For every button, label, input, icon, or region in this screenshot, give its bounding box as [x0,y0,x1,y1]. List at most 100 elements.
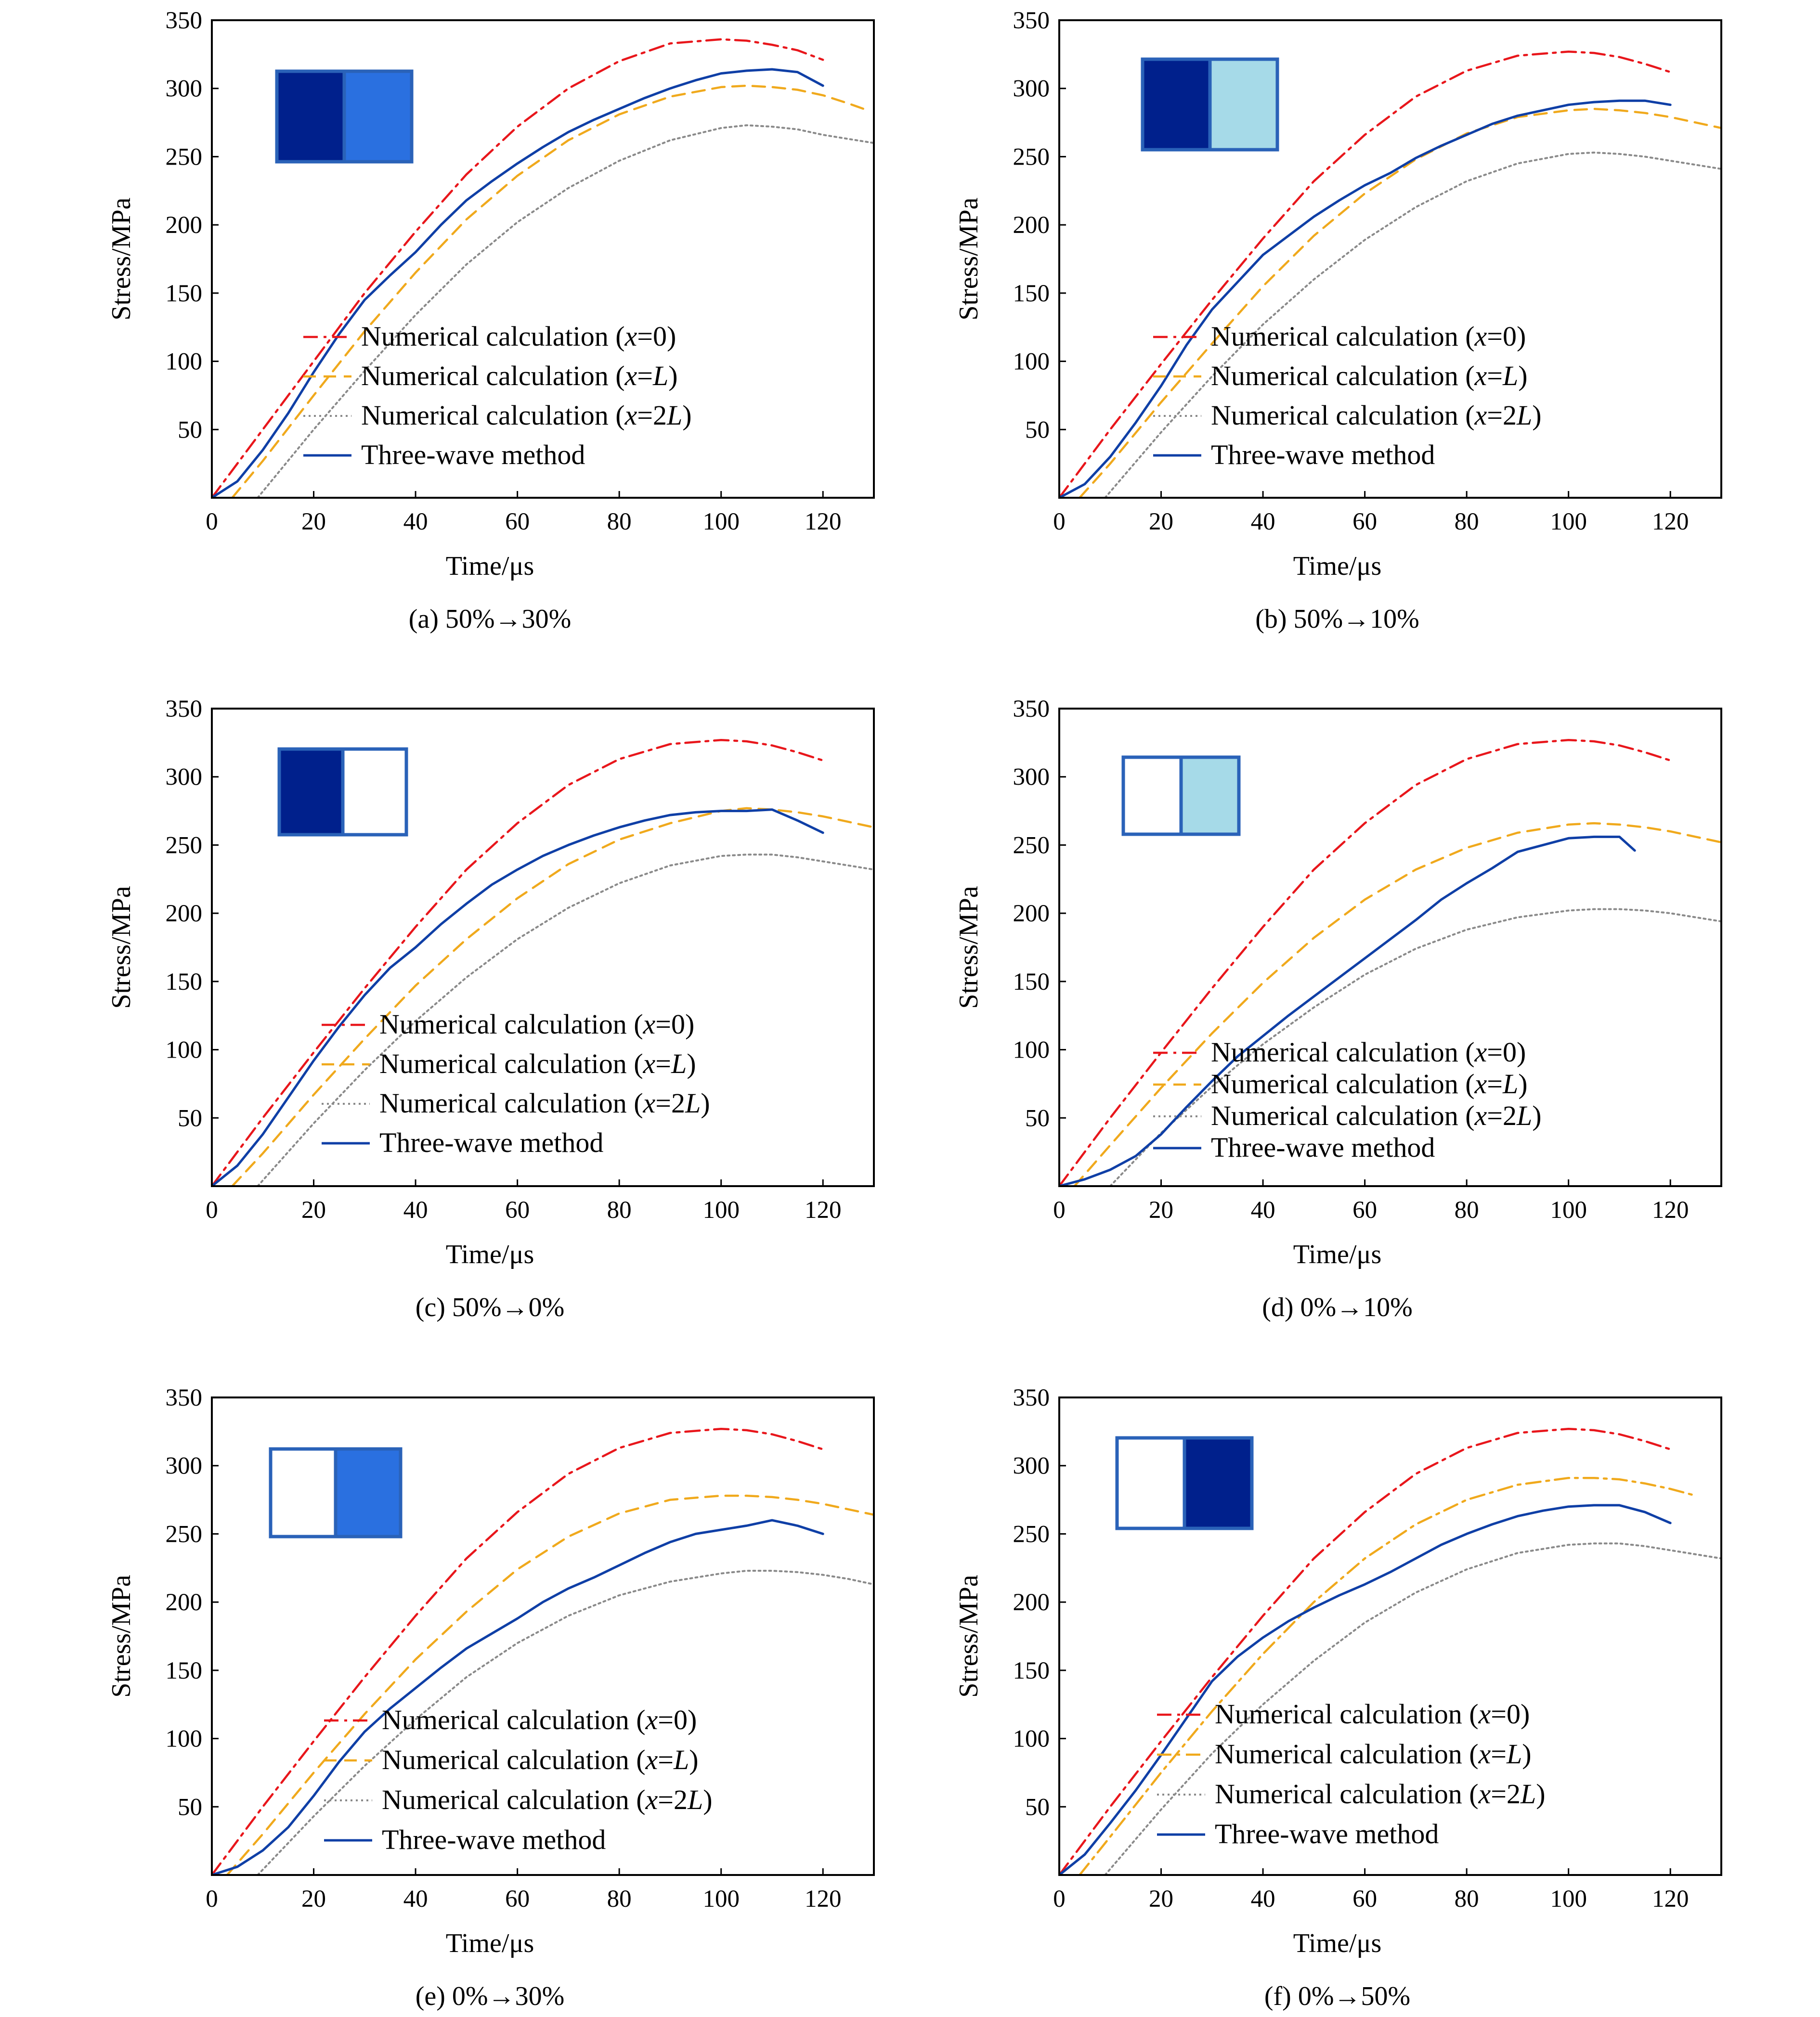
panel-caption: (c) 50%→0% [416,1293,564,1322]
legend-label-eq: = [1491,1698,1507,1730]
legend-label-suffix: ) [1517,1036,1526,1068]
legend-label-sub: L [671,1048,687,1079]
x-tick-label: 20 [301,1197,326,1224]
legend-label-eq: = [655,1048,671,1079]
legend-label-suffix: ) [668,360,677,391]
y-tick-label: 150 [1013,1657,1050,1684]
legend-label-suffix: ) [685,1008,694,1040]
x-tick-label: 80 [1455,1886,1479,1913]
legend-label-prefix: Numerical calculation ( [382,1704,646,1735]
y-tick-label: 150 [1013,280,1050,307]
legend-label-eq: = [658,1744,674,1775]
x-axis-title: Time/μs [1293,1928,1382,1958]
y-tick-label: 250 [166,832,203,859]
y-tick-label: 250 [1013,1521,1050,1548]
legend-label-prefix: Three-wave method [1211,439,1435,470]
x-tick-label: 20 [301,1886,326,1913]
y-tick-label: 50 [178,416,202,443]
legend-label-var: x [645,1784,658,1815]
series-line-x0 [1059,50,1672,498]
legend-label-sub: L [1520,1778,1536,1810]
legend-label-var: x [1478,1778,1491,1810]
legend-label-prefix: Numerical calculation ( [382,1744,646,1775]
legend-label-prefix: Numerical calculation ( [379,1008,643,1040]
y-tick-label: 350 [166,7,203,34]
legend-label-prefix: Numerical calculation ( [361,360,625,391]
legend-label-sub: 0 [1503,1036,1517,1068]
x-tick-label: 100 [702,508,740,535]
y-tick-label: 50 [1025,416,1050,443]
legend-label-suffix: ) [687,1048,696,1079]
x-tick-label: 120 [1652,1197,1689,1224]
series-line-three_wave [212,68,824,498]
x-axis-title: Time/μs [446,551,534,581]
legend-label-var: x [1474,321,1487,352]
legend-label-prefix: Numerical calculation ( [1215,1738,1479,1770]
legend-label-prefix: Numerical calculation ( [379,1048,643,1079]
panel-caption: (f) 0%→50% [1264,1981,1410,2011]
series-line-x0 [212,38,824,498]
panel-caption: (b) 50%→10% [1255,604,1419,634]
y-tick-label: 100 [1013,1037,1050,1064]
series-line-x0 [212,1427,824,1875]
x-tick-label: 0 [1053,1886,1066,1913]
legend-label: Numerical calculation (x=2L) [382,1784,713,1815]
chart-panel-c: 0 20 40 60 80 100 120 50 100 150 200 250 300 350 Time/… [106,696,875,1322]
y-tick-label: 300 [166,764,203,791]
legend-label-suffix: ) [1536,1778,1545,1810]
specimen-right-segment [1179,755,1241,836]
series-line-xL [231,84,865,498]
legend-label-prefix: Three-wave method [1215,1818,1439,1849]
specimen-left-segment [275,69,346,164]
legend-label-var: x [1474,1068,1487,1099]
y-tick-label: 50 [1025,1794,1050,1821]
x-axis-title: Time/μs [1293,1240,1382,1269]
legend-label: Numerical calculation (x=2L) [361,400,692,431]
x-tick-label: 100 [702,1197,740,1224]
specimen-inset [1141,57,1279,152]
legend-label: Numerical calculation (x=0) [1211,1036,1526,1068]
y-tick-label: 100 [1013,349,1050,375]
legend: Numerical calculation (x=0)Numerical cal… [1153,321,1542,470]
x-tick-label: 0 [206,1886,218,1913]
y-tick-label: 100 [166,349,203,375]
legend-label-prefix: Numerical calculation ( [1211,1068,1475,1099]
specimen-right-segment [334,1447,403,1539]
legend-label-eq: =2 [655,1087,685,1119]
legend-label-suffix: ) [688,1704,697,1735]
y-tick-label: 250 [1013,832,1050,859]
panel-caption: (e) 0%→30% [416,1981,564,2011]
legend-label-eq: = [1487,1036,1503,1068]
legend-label-sub: L [1516,400,1532,431]
legend-label-sub: L [685,1087,701,1119]
legend-label-var: x [643,1087,656,1119]
legend-label-prefix: Numerical calculation ( [1211,1100,1475,1131]
legend-label-var: x [643,1048,656,1079]
plot-frame [211,708,875,1187]
series-line-x2L [257,1570,874,1875]
legend-label-var: x [1478,1698,1491,1730]
legend-label: Numerical calculation (x=L) [379,1048,696,1079]
plot-frame [211,19,875,499]
legend-label-var: x [1474,1100,1487,1131]
x-tick-label: 0 [1053,1197,1066,1224]
legend-label-eq: =2 [658,1784,688,1815]
specimen-left-segment [1115,1436,1186,1530]
legend-label-suffix: ) [1532,400,1541,431]
legend-label-var: x [645,1704,658,1735]
chart-panel-f: 0 20 40 60 80 100 120 50 100 150 200 250 300 350 Time/… [954,1384,1722,2011]
x-tick-label: 0 [1053,508,1066,535]
x-tick-label: 100 [1550,508,1587,535]
legend-label-var: x [1474,400,1487,431]
x-tick-label: 40 [1251,508,1275,535]
chart-panel-e: 0 20 40 60 80 100 120 50 100 150 200 250 300 350 Time/… [106,1384,875,2011]
x-tick-label: 40 [403,1197,428,1224]
y-tick-label: 150 [166,1657,203,1684]
legend-label-prefix: Three-wave method [379,1127,603,1158]
legend-label-suffix: ) [667,321,676,352]
legend-label-sub: 0 [653,321,667,352]
legend-label-suffix: ) [689,1744,698,1775]
legend-label: Numerical calculation (x=0) [361,321,676,352]
series-line-three_wave [1059,835,1636,1186]
legend-label-var: x [643,1008,656,1040]
